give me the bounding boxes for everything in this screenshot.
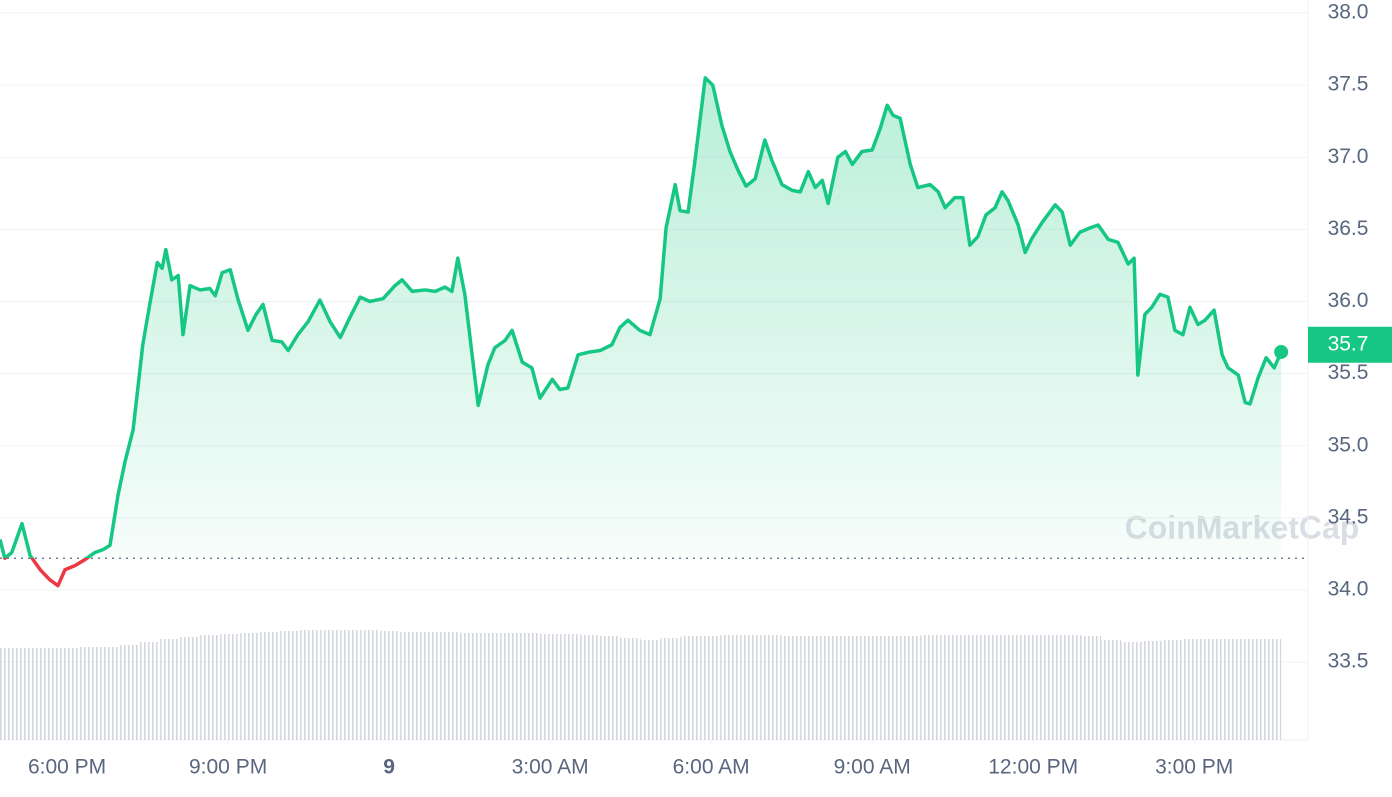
volume-bar [900, 636, 921, 740]
volume-bar [200, 635, 221, 740]
volume-bar [40, 648, 61, 740]
volume-bar [220, 634, 241, 740]
volume-bar [1080, 636, 1102, 740]
volume-bar [300, 630, 321, 740]
volume-bar [440, 632, 461, 740]
volume-bar [960, 635, 981, 740]
volume-bar [920, 635, 941, 740]
volume-bar [700, 636, 721, 740]
volume-bar [140, 642, 161, 740]
volume-bar [760, 635, 781, 740]
x-tick-label: 6:00 AM [673, 756, 750, 779]
volume-bar [1121, 642, 1142, 740]
volume-bar [1101, 640, 1122, 740]
volume-bar [0, 648, 21, 740]
volume-bar [1000, 635, 1021, 740]
volume-bar [380, 631, 401, 740]
volume-bar [500, 633, 521, 740]
x-tick-label: 9:00 PM [189, 756, 267, 779]
volume-bar [340, 630, 361, 740]
volume-bar [80, 647, 101, 740]
volume-bar [1020, 635, 1041, 740]
y-tick-label: 34.5 [1328, 505, 1369, 528]
volume-bar [120, 645, 141, 740]
volume-bar [840, 636, 861, 740]
volume-bar [20, 648, 41, 740]
last-point [1274, 344, 1289, 359]
volume-bar [820, 636, 841, 740]
volume-bar [880, 636, 901, 740]
volume-bar [60, 648, 81, 740]
volume-bar [1261, 639, 1282, 740]
volume-bar [1181, 639, 1202, 740]
volume-bar [720, 635, 741, 740]
y-tick-label: 37.5 [1328, 73, 1369, 96]
volume-bar [860, 636, 881, 740]
volume-bar [1241, 639, 1262, 740]
volume-bar [280, 631, 301, 740]
volume-bar [780, 636, 801, 740]
y-tick-label: 37.0 [1328, 145, 1369, 168]
y-tick-label: 34.0 [1328, 578, 1369, 601]
volume-bar [1161, 640, 1182, 740]
x-tick-label: 6:00 PM [28, 756, 106, 779]
volume-bar [800, 636, 821, 740]
volume-bar [1060, 635, 1081, 740]
volume-bar [400, 632, 421, 740]
y-tick-label: 36.0 [1328, 289, 1369, 312]
price-tag [1308, 326, 1392, 363]
volume-bar [260, 632, 281, 740]
price-tag-label: 35.7 [1328, 332, 1369, 355]
volume-bar [940, 635, 961, 740]
volume-bar [980, 635, 1001, 740]
volume-bar [420, 632, 441, 740]
volume-bar [640, 640, 661, 740]
volume-bar [540, 634, 561, 740]
x-tick-label: 9:00 AM [834, 756, 911, 779]
y-tick-label: 35.0 [1328, 433, 1369, 456]
x-tick-label: 9 [383, 756, 395, 779]
volume-bar [1141, 641, 1162, 740]
volume-bar [620, 638, 641, 740]
volume-bar [160, 639, 181, 740]
volume-bar [360, 630, 381, 740]
volume-bar [460, 633, 481, 740]
y-tick-label: 36.5 [1328, 217, 1369, 240]
y-tick-label: 33.5 [1328, 650, 1369, 673]
volume-bar [1221, 639, 1242, 740]
volume-bar [560, 634, 581, 740]
volume-bar [600, 636, 621, 740]
volume-bar [480, 633, 501, 740]
volume-bar [660, 638, 681, 740]
x-tick-label: 3:00 PM [1155, 756, 1233, 779]
x-tick-label: 12:00 PM [988, 756, 1078, 779]
volume-bar [180, 637, 201, 740]
volume-bar [1201, 639, 1222, 740]
volume-bar [100, 647, 121, 740]
price-line [0, 76, 1283, 588]
volume-bar [740, 635, 761, 740]
y-tick-label: 35.5 [1328, 361, 1369, 384]
volume-bar [520, 633, 541, 740]
volume-bar [580, 635, 601, 740]
volume-bar [1040, 635, 1061, 740]
volume-bar [320, 630, 341, 740]
y-tick-label: 38.0 [1328, 1, 1369, 24]
volume-bar [680, 636, 701, 740]
x-tick-label: 3:00 AM [512, 756, 589, 779]
volume-bar [240, 633, 261, 740]
